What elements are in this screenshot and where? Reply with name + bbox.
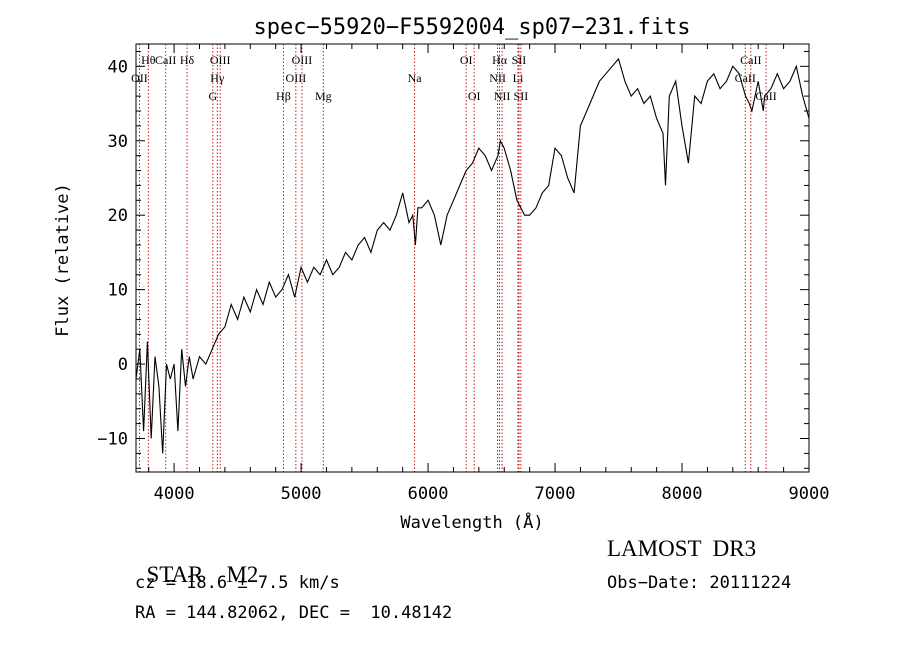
chart-title: spec−55920−F5592004_sp07−231.fits (253, 15, 690, 40)
line-marker-label: OI (460, 53, 473, 67)
line-marker-label: OII (131, 71, 148, 85)
line-marker-label: OI (468, 89, 481, 103)
line-marker-label: OIII (286, 71, 307, 85)
line-marker-label: SII (514, 89, 529, 103)
x-tick-label: 5000 (281, 484, 322, 504)
line-marker-label: Hθ (141, 53, 156, 67)
flux-series-line (135, 57, 810, 454)
line-marker-label: Hβ (276, 89, 291, 103)
line-marker-label: Mg (315, 89, 332, 103)
y-tick-label: 40 (108, 57, 128, 77)
line-marker-group (138, 44, 767, 472)
line-marker-label: G (208, 89, 217, 103)
x-axis-label: Wavelength (Å) (400, 511, 543, 533)
line-marker-labels: Hθ OII CaII Hδ OIII Hγ G Hβ OIII OIII Mg Na OI OI Hα NI… (131, 53, 777, 103)
line-marker-label: Hγ (210, 71, 225, 85)
line-marker-label: Hδ (180, 53, 195, 67)
line-marker-label: OIII (292, 53, 313, 67)
line-marker-label: Li (513, 71, 524, 85)
x-tick-label: 6000 (408, 484, 449, 504)
object-class-label: STAR M2 (135, 536, 259, 588)
line-marker-label: Na (408, 71, 423, 85)
line-marker-label: Hα (492, 53, 508, 67)
x-tick-label: 8000 (662, 484, 703, 504)
y-tick-label: −10 (97, 430, 128, 450)
y-axis-ticks: −10 0 10 20 30 40 (97, 50, 809, 469)
y-axis-label: Flux (relative) (53, 183, 73, 337)
y-tick-label: 30 (108, 132, 128, 152)
line-marker-label: CaII (755, 89, 776, 103)
line-marker-label: NII (489, 71, 506, 85)
x-axis-ticks: 4000 5000 6000 7000 8000 9000 (148, 44, 830, 504)
y-tick-label: 0 (118, 355, 128, 375)
y-tick-label: 20 (108, 206, 128, 226)
x-tick-label: 4000 (154, 484, 195, 504)
line-marker-label: CaII (740, 53, 761, 67)
x-tick-label: 7000 (535, 484, 576, 504)
x-tick-label: 9000 (789, 484, 830, 504)
object-class: STAR (146, 562, 204, 587)
object-subclass: M2 (226, 562, 259, 587)
plot-frame (135, 43, 810, 473)
line-marker-label: NII (494, 89, 511, 103)
y-tick-label: 10 (108, 281, 128, 301)
spectrum-chart: spec−55920−F5592004_sp07−231.fits Hθ OII C… (53, 15, 830, 533)
coordinates-readout: RA = 144.82062, DEC = 10.48142 (135, 603, 453, 623)
survey-label: LAMOST DR3 (607, 536, 757, 561)
obs-date-readout: Obs−Date: 20111224 (607, 573, 792, 593)
line-marker-label: SII (512, 53, 527, 67)
redshift-readout: cz = 18.6 ± 7.5 km/s (135, 573, 340, 593)
line-marker-label: CaII (155, 53, 176, 67)
line-marker-label: OIII (210, 53, 231, 67)
line-marker-label: CaII (735, 71, 756, 85)
